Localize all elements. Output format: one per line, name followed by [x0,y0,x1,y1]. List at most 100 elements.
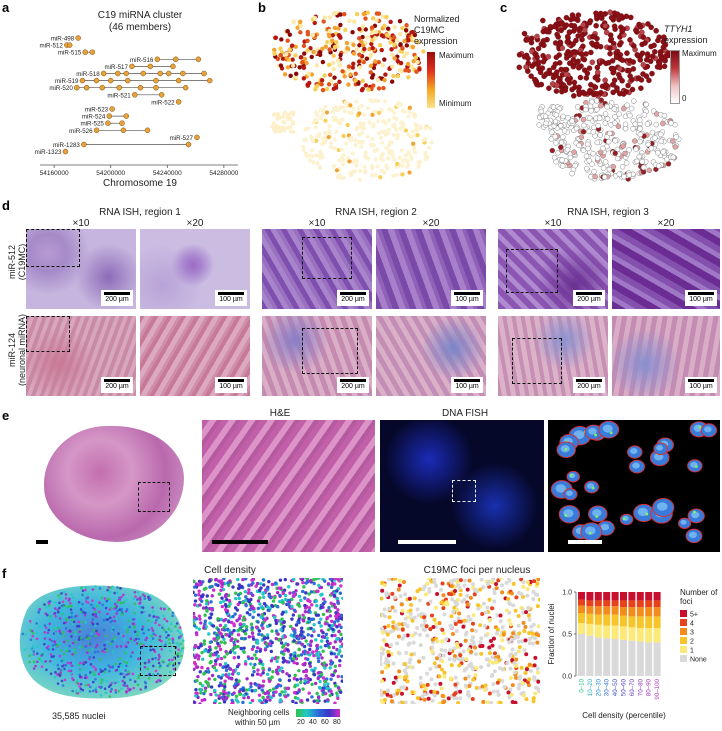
r1-region2-x10-image: 200 µm [262,229,372,309]
bar-segment [645,616,653,629]
bar-segment [620,600,627,608]
nuclei-count: 35,585 nuclei [52,711,106,721]
c19mc-min-label: Minimum [439,99,472,108]
cluster-member-label: miR-515 [58,50,82,57]
bar-category-label: 90–100 [654,678,661,699]
he-zoom-box [138,482,170,512]
foci-legend-swatch [680,619,687,626]
foci-legend-label: 3 [690,630,694,637]
cluster-member-label: miR-1283 [53,142,80,149]
fish-overview-scalebar [398,540,456,544]
ttyh1-max-label: Maximum [682,49,717,58]
bar-segment [594,637,602,676]
r1-region1-zoom-box [26,229,80,267]
bar-segment [620,615,627,627]
r1-region1-x10-image: 200 µm [26,229,136,309]
density-zoom-image [193,578,343,704]
cluster-member-point [74,84,80,91]
foci-legend-label: 4 [690,621,694,628]
bar-segment [578,599,585,606]
foci-legend-swatch [680,646,687,653]
r2-region2-x10-scalebar: 200 µm [337,377,369,393]
cluster-member-point [129,63,135,70]
r2-region1-x20-image: 100 µm [140,316,250,396]
cluster-member-point [180,70,186,77]
bar-category-label: 50–60 [621,678,628,696]
cluster-member-label: miR-524 [82,114,106,121]
bar-category-label: 0–10 [579,678,586,692]
r1-region2-x20-image: 100 µm [376,229,486,309]
bar-segment [586,635,594,676]
fish-zoom-scalebar [568,540,602,544]
ttyh1-legend-line2: expression [664,35,708,45]
cluster-member-point [100,70,107,77]
fish-zoom-box [452,480,476,502]
cluster-x-tick-label: 54160000 [40,170,69,177]
foci-map-points [380,578,540,704]
r2-region1-zoom-box [26,316,70,352]
bar-segment [594,624,602,638]
density-overview-map [19,585,185,699]
bar-segment [586,606,594,614]
bar-segment [620,626,627,640]
foci-legend-title-line2: foci [680,597,693,606]
region3-mag20: ×20 [657,218,675,229]
bar-segment [594,606,602,615]
cluster-x-tick-label: 54200000 [96,170,125,177]
bar-segment [653,628,661,643]
cluster-member-point [144,127,151,134]
cluster-member-point [124,77,131,84]
r1-region3-zoom-box [506,249,558,293]
foci-title: C19MC foci per nucleus [423,565,531,576]
cluster-member-point [206,77,213,84]
cluster-member-point [93,127,100,134]
r1-region1-x20-scalebar: 100 µm [215,290,247,306]
bar-segment [578,613,585,624]
he-zoom-image [202,420,375,552]
foci-legend-label: None [690,657,707,664]
bar-category-label: 60–70 [629,678,636,696]
bar-segment [594,614,602,625]
r2-region3-x10-scalebar: 200 µm [573,377,605,393]
cluster-member-point [105,120,111,126]
bar-y-tick-label: 0.5 [562,632,572,639]
cluster-member-point [107,77,114,84]
bar-segment [611,625,619,640]
cluster-member-label: miR-1323 [35,149,62,156]
bar-segment [594,592,602,601]
row2-label-line1: miR-124 [7,333,17,368]
cluster-member-label: miR-516 [130,57,154,64]
panel-label-d: d [2,198,10,213]
tsne-ttyh1-points [516,9,682,182]
cluster-member-point [165,70,172,77]
ttyh1-colorbar [670,50,680,104]
cluster-x-ticks: 54160000 54200000 54240000 54280000 [40,165,239,177]
bar-segment [578,634,585,676]
r2-region3-x20-scalebar: 100 µm [685,377,717,393]
cluster-member-point [175,77,182,84]
density-colorbar-tick-label: 40 [309,719,317,726]
cluster-member-point [83,84,90,91]
bar-y-tick-label: 1.0 [562,590,572,597]
cluster-member-point [194,134,200,141]
bar-segment [620,607,627,616]
bar-segment [586,600,594,607]
bar-segment [628,607,636,617]
cluster-member-point [153,84,159,91]
c19mc-legend-line3: expression [414,36,458,46]
cluster-member-point [195,56,202,63]
cluster-title-line1: C19 miRNA cluster [97,10,183,21]
cluster-member-point [119,120,125,126]
bar-segment [611,600,619,607]
bar-segment [620,639,627,676]
cluster-member-point [170,63,176,70]
r2-region2-x20-scalebar: 100 µm [451,377,483,393]
bar-segment [586,592,594,601]
cluster-x-tick-label: 54240000 [153,170,182,177]
bar-segment [636,592,644,601]
r2-region2-zoom-box [302,328,358,374]
row1-label: miR-512 (C19MC) [7,224,27,300]
r2-region3-x20-image: 100 µm [612,316,720,396]
bar-segment [645,592,653,601]
